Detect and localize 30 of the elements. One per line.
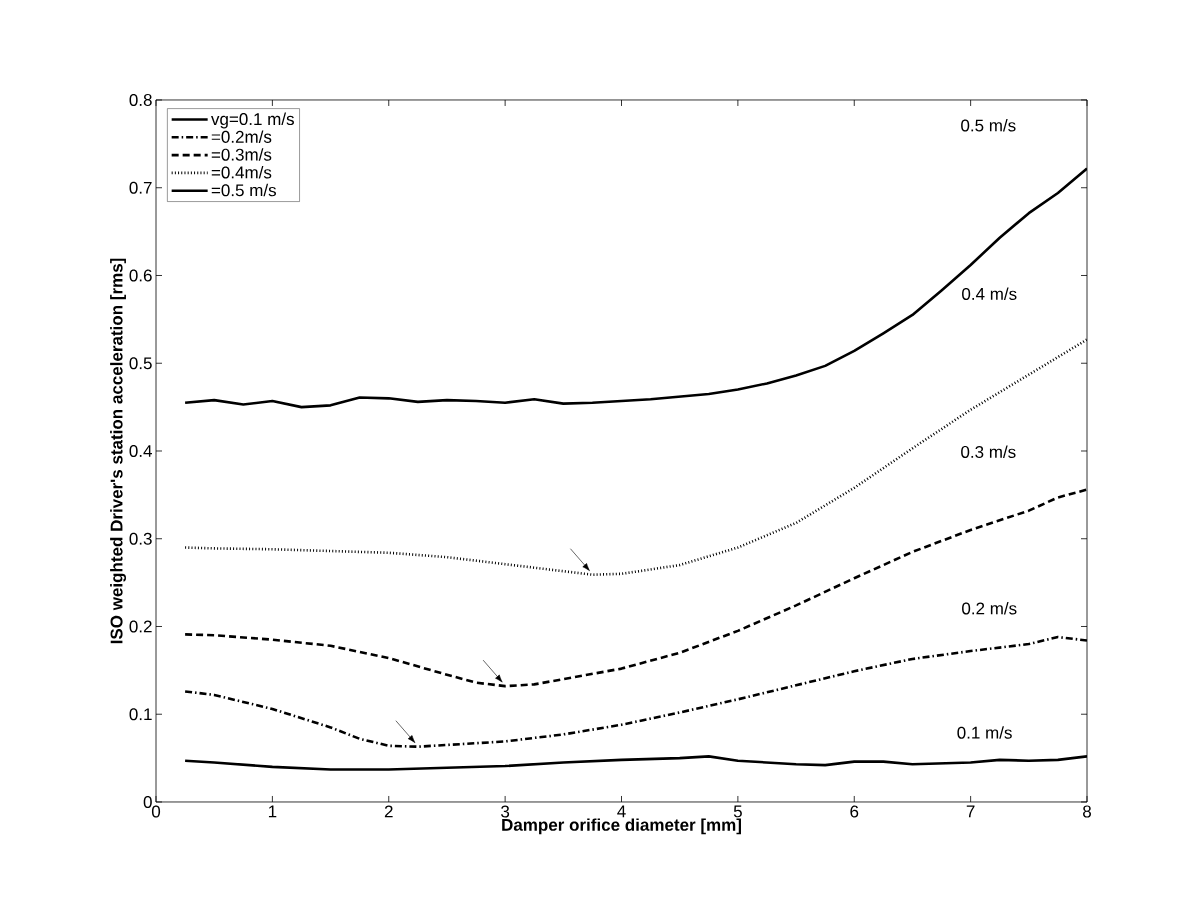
- annotation: 0.2 m/s: [962, 602, 1017, 615]
- x-tick-label: 8: [1083, 805, 1091, 818]
- x-axis-title: Damper orifice diameter [mm]: [502, 818, 741, 835]
- y-tick-label: 0.7: [129, 181, 152, 194]
- x-tick-label: 1: [268, 805, 277, 818]
- x-tick-label: 6: [850, 805, 859, 818]
- annotation: 0.5 m/s: [961, 119, 1016, 132]
- x-tick-label: 2: [384, 805, 393, 818]
- legend-label: =0.3m/s: [211, 148, 272, 161]
- legend-label: =0.2m/s: [211, 130, 272, 143]
- y-axis-title: ISO weighted Driver's station acceleration [rms]: [110, 258, 127, 644]
- x-tick-label: 4: [617, 805, 626, 818]
- y-tick-label: 0.2: [129, 620, 152, 633]
- legend-label: vg=0.1 m/s: [211, 112, 294, 129]
- x-tick-label: 3: [501, 805, 510, 818]
- legend-label: =0.5 m/s: [211, 183, 276, 197]
- x-tick-label: 5: [733, 805, 742, 818]
- y-tick-label: 0.8: [129, 93, 152, 107]
- y-tick-label: 0: [143, 795, 152, 809]
- annotation: 0.1 m/s: [957, 726, 1012, 739]
- annotation: 0.4 m/s: [962, 287, 1017, 300]
- y-tick-label: 0.5: [129, 357, 152, 370]
- y-tick-label: 0.3: [129, 532, 152, 545]
- y-tick-label: 0.6: [129, 269, 152, 282]
- x-tick-label: 7: [966, 805, 975, 818]
- x-tick-label: 0: [151, 805, 161, 818]
- y-tick-label: 0.1: [129, 708, 152, 721]
- annotation: 0.3 m/s: [961, 445, 1016, 458]
- legend-label: =0.4m/s: [211, 165, 272, 179]
- y-tick-label: 0.4: [129, 444, 152, 458]
